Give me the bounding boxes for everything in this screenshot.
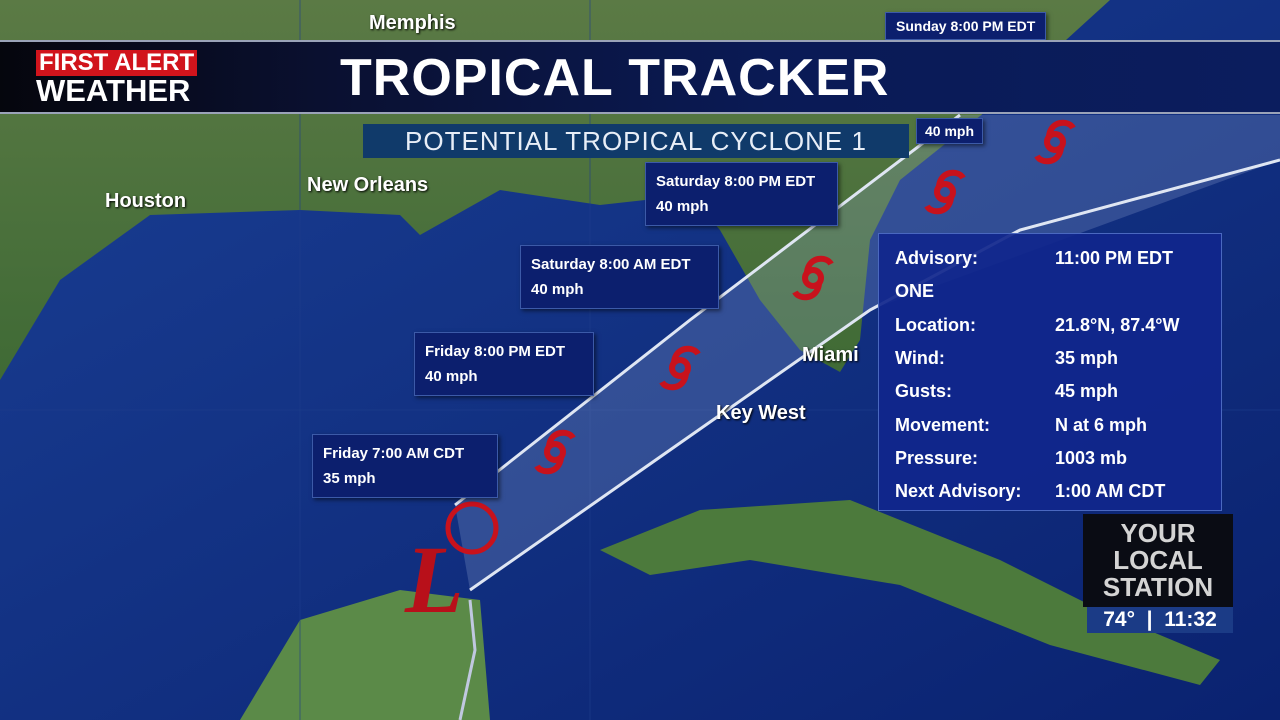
advisory-row: Next Advisory: 1:00 AM CDT: [895, 475, 1221, 508]
forecast-label-sunday-8pm: Sunday 8:00 PM EDT: [885, 12, 1047, 40]
forecast-wind: 40 mph: [531, 281, 584, 298]
advisory-row: Advisory: 11:00 PM EDT: [895, 242, 1221, 275]
city-memphis: Memphis: [369, 12, 456, 34]
forecast-label: Friday 7:00 AM CDT 35 mph: [312, 434, 498, 498]
advisory-row: Gusts: 45 mph: [895, 375, 1221, 408]
value: 1003 mb: [1055, 447, 1128, 468]
forecast-time: Sunday 8:00 PM EDT: [896, 18, 1036, 34]
temp-time-bar: 74° | 11:32: [1087, 607, 1233, 633]
advisory-row: Wind: 35 mph: [895, 342, 1221, 375]
page-title: TROPICAL TRACKER: [340, 49, 890, 107]
cuba: [600, 500, 1220, 685]
advisory-row: Movement: N at 6 mph: [895, 408, 1221, 441]
city-key-west: Key West: [716, 402, 806, 424]
low-pressure-L-icon: L: [404, 501, 499, 633]
label: ONE: [895, 281, 935, 302]
label: Pressure:: [895, 447, 979, 468]
forecast-time: Saturday 8:00 AM EDT: [531, 256, 691, 273]
value: 11:00 PM EDT: [1055, 248, 1174, 269]
forecast-time: Friday 7:00 AM CDT: [323, 445, 465, 462]
value: 21.8°N, 87.4°W: [1055, 314, 1180, 335]
cone-edge-left: [454, 113, 961, 507]
advisory-row: Pressure: 1003 mb: [895, 442, 1221, 475]
value: 45 mph: [1055, 381, 1119, 402]
value: N at 6 mph: [1055, 414, 1148, 435]
station-line: YOUR: [1120, 518, 1196, 548]
forecast-label: Friday 8:00 PM EDT 40 mph: [414, 332, 594, 396]
label: Movement:: [895, 414, 991, 435]
past-track: [458, 599, 477, 720]
logo-line2: WEATHER: [36, 73, 191, 108]
svg-text:L: L: [404, 526, 464, 633]
value: 35 mph: [1055, 348, 1119, 369]
label: Wind:: [895, 348, 945, 369]
forecast-label: Saturday 8:00 AM EDT 40 mph: [520, 245, 719, 309]
city-miami: Miami: [802, 344, 859, 366]
yucatan: [240, 590, 490, 720]
station-logo: YOUR LOCAL STATION: [1083, 514, 1233, 607]
logo-line1: FIRST ALERT: [36, 50, 198, 76]
forecast-label-partial: 40 mph: [916, 118, 984, 144]
label: Gusts:: [895, 381, 953, 402]
city-new-orleans: New Orleans: [307, 174, 429, 196]
forecast-wind: 40 mph: [925, 123, 975, 139]
forecast-time: Friday 8:00 PM EDT: [425, 343, 566, 360]
station-line: LOCAL: [1113, 545, 1203, 575]
advisory-panel: Advisory: 11:00 PM EDT ONE Location: 21.8°…: [878, 233, 1222, 511]
label: Advisory:: [895, 248, 979, 269]
forecast-wind: 35 mph: [323, 470, 376, 487]
advisory-row: ONE: [895, 275, 1221, 308]
storm-name: POTENTIAL TROPICAL CYCLONE 1: [363, 124, 909, 158]
value: 1:00 AM CDT: [1055, 481, 1166, 502]
city-houston: Houston: [105, 190, 187, 212]
forecast-time: Saturday 8:00 PM EDT: [656, 173, 816, 190]
label: Location:: [895, 314, 976, 335]
temperature: 74°: [1103, 608, 1135, 631]
forecast-label: Saturday 8:00 PM EDT 40 mph: [645, 162, 838, 226]
forecast-wind: 40 mph: [425, 368, 478, 385]
clock-time: 11:32: [1164, 608, 1217, 631]
forecast-wind: 40 mph: [656, 198, 709, 215]
label: Next Advisory:: [895, 481, 1022, 502]
first-alert-weather-logo: FIRST ALERT WEATHER: [36, 50, 216, 106]
advisory-row: Location: 21.8°N, 87.4°W: [895, 309, 1221, 342]
station-line: STATION: [1102, 572, 1214, 602]
header-bar: [0, 40, 1280, 114]
